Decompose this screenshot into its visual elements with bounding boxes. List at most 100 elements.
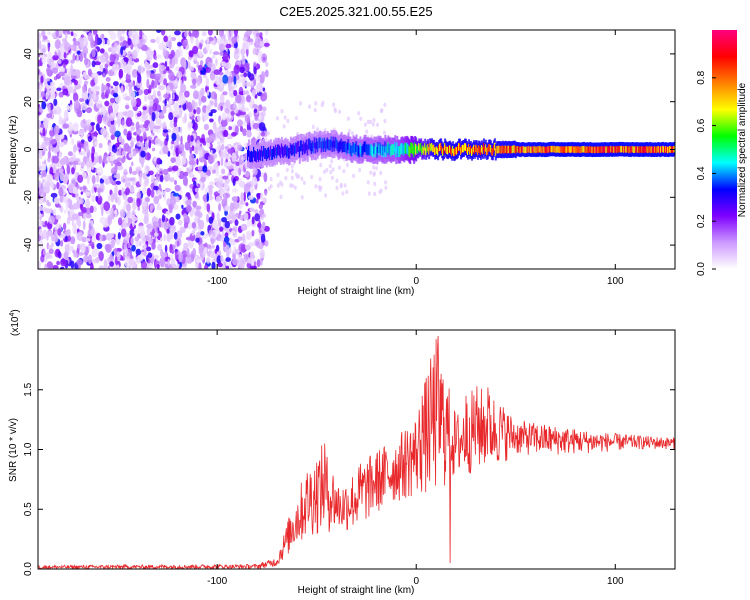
heatmap-cell <box>212 169 216 174</box>
heatmap-cell <box>239 125 244 133</box>
heatmap-cell <box>191 221 196 229</box>
heatmap-cell <box>102 84 109 91</box>
heatmap-cell <box>300 195 304 200</box>
heatmap-cell <box>152 102 157 112</box>
heatmap-cell <box>61 37 67 44</box>
heatmap-cell <box>153 254 160 259</box>
heatmap-cell <box>217 262 223 268</box>
heatmap-cell <box>131 50 138 60</box>
heatmap-cell <box>54 51 57 57</box>
heatmap-cell <box>329 170 333 175</box>
heatmap-cell <box>221 61 226 67</box>
heatmap-cell <box>104 63 109 69</box>
heatmap-cell <box>87 175 90 185</box>
heatmap-cell <box>49 208 53 214</box>
heatmap-cell <box>48 215 55 225</box>
heatmap-cell <box>189 146 192 155</box>
heatmap-cell <box>53 197 60 205</box>
heatmap-cell <box>46 230 52 237</box>
colorbar-tick-label: 0.0 <box>696 262 707 276</box>
heatmap-cell <box>276 183 280 188</box>
heatmap-cell <box>163 190 166 201</box>
heatmap-cell <box>89 170 92 179</box>
heatmap-cell <box>166 228 170 234</box>
heatmap-cell <box>125 85 129 90</box>
heatmap-cell <box>358 167 362 173</box>
heatmap-cell <box>196 107 201 115</box>
heatmap-cell <box>85 191 91 197</box>
heatmap-cell <box>63 117 67 124</box>
heatmap-cell <box>383 118 387 124</box>
heatmap-cell <box>114 209 118 218</box>
heatmap-cell <box>94 61 101 66</box>
heatmap-cell <box>135 248 141 256</box>
heatmap-cell <box>174 56 179 65</box>
heatmap-cell <box>72 160 79 165</box>
heatmap-cell <box>264 69 269 78</box>
heatmap-cell <box>181 204 184 209</box>
heatmap-cell <box>63 209 67 214</box>
heatmap-cell <box>213 69 221 75</box>
heatmap-cell <box>91 152 95 163</box>
heatmap-cell <box>38 111 41 116</box>
heatmap-cell <box>143 247 147 257</box>
heatmap-cell <box>342 168 346 174</box>
heatmap-cell <box>183 76 187 81</box>
heatmap-cell <box>165 211 170 215</box>
heatmap-cell <box>255 36 262 46</box>
x-tick-label: 0 <box>413 576 419 587</box>
heatmap-cell <box>119 37 123 41</box>
heatmap-cell <box>67 121 73 132</box>
heatmap-cell <box>188 50 194 58</box>
y-tick-label: -40 <box>23 237 34 252</box>
heatmap-cell <box>331 167 335 172</box>
heatmap-cell <box>215 166 219 177</box>
heatmap-cell <box>328 164 332 169</box>
heatmap-cell <box>294 116 298 121</box>
heatmap-cell <box>70 236 76 245</box>
heatmap-cell <box>110 112 116 117</box>
heatmap-cell <box>80 132 84 139</box>
heatmap-cell <box>170 157 176 164</box>
heatmap-cell <box>178 170 185 180</box>
chart-title: C2E5.2025.321.00.55.E25 <box>279 4 432 19</box>
heatmap-cell <box>70 59 75 64</box>
heatmap-cell <box>122 178 126 183</box>
heatmap-cell <box>215 195 221 203</box>
heatmap-cell <box>231 230 236 235</box>
heatmap-cell <box>48 248 54 255</box>
heatmap-cell <box>121 228 127 238</box>
heatmap-cell <box>62 123 70 129</box>
heatmap-cell <box>251 257 255 267</box>
heatmap-cell <box>250 254 256 260</box>
heatmap-cell <box>261 213 267 218</box>
heatmap-cell <box>175 213 181 220</box>
heatmap-cell <box>123 195 128 201</box>
heatmap-cell <box>113 47 119 52</box>
heatmap-cell <box>158 85 165 91</box>
heatmap-cell <box>252 167 258 176</box>
heatmap-cell <box>92 88 97 94</box>
heatmap-cell <box>199 60 204 66</box>
heatmap-cell <box>152 62 159 69</box>
heatmap-cell <box>153 185 159 191</box>
heatmap-cell <box>242 104 245 113</box>
heatmap-cell <box>224 146 229 150</box>
heatmap-cell <box>105 232 113 241</box>
heatmap-cell <box>246 95 252 103</box>
heatmap-cell <box>160 30 166 36</box>
heatmap-cell <box>142 172 147 180</box>
heatmap-cell <box>159 111 164 120</box>
heatmap-cell <box>155 118 162 125</box>
heatmap-cell <box>195 237 200 243</box>
heatmap-cell <box>245 171 250 178</box>
heatmap-cell <box>243 72 248 78</box>
heatmap-cell <box>123 243 127 250</box>
heatmap-cell <box>261 221 266 230</box>
heatmap-cell <box>148 139 152 149</box>
heatmap-cell <box>53 109 57 115</box>
heatmap-cell <box>219 93 225 104</box>
heatmap-cell <box>246 46 249 57</box>
heatmap-cell <box>58 151 62 161</box>
heatmap-cell <box>142 106 147 111</box>
